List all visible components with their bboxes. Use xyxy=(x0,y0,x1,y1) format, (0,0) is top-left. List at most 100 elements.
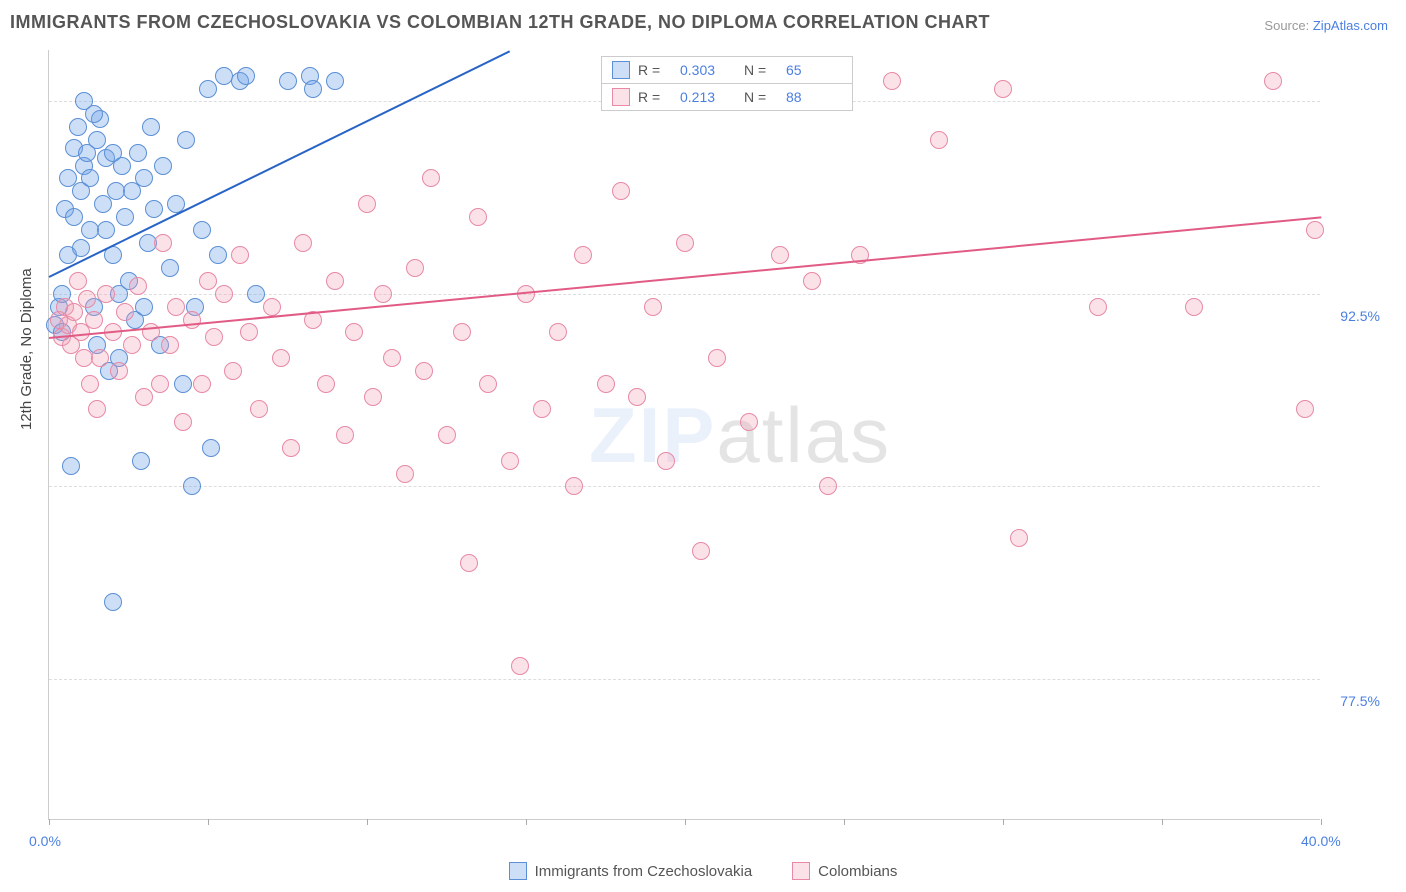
colombian-point xyxy=(85,311,103,329)
colombian-point xyxy=(383,349,401,367)
x-tick xyxy=(208,819,209,825)
colombian-point xyxy=(565,477,583,495)
czech-point xyxy=(132,452,150,470)
chart-title: IMMIGRANTS FROM CZECHOSLOVAKIA VS COLOMB… xyxy=(10,12,990,33)
watermark-atlas: atlas xyxy=(716,391,891,479)
chart-area: ZIPatlas 77.5%92.5%0.0%40.0%R =0.303N =6… xyxy=(48,50,1358,820)
colombian-point xyxy=(479,375,497,393)
y-tick-label: 92.5% xyxy=(1325,308,1380,324)
colombian-point xyxy=(123,336,141,354)
colombian-point xyxy=(215,285,233,303)
czech-point xyxy=(85,105,103,123)
czech-point xyxy=(193,221,211,239)
colombian-point xyxy=(883,72,901,90)
r-value: 0.213 xyxy=(680,89,736,105)
colombian-point xyxy=(358,195,376,213)
colombian-point xyxy=(199,272,217,290)
chart-container: IMMIGRANTS FROM CZECHOSLOVAKIA VS COLOMB… xyxy=(0,0,1406,892)
colombian-point xyxy=(78,290,96,308)
czech-point xyxy=(199,80,217,98)
n-value: 88 xyxy=(786,89,842,105)
colombian-point xyxy=(460,554,478,572)
legend-label: Colombians xyxy=(818,863,897,880)
colombian-point xyxy=(549,323,567,341)
colombian-point xyxy=(81,375,99,393)
colombian-point xyxy=(263,298,281,316)
czech-point xyxy=(145,200,163,218)
czech-point xyxy=(88,131,106,149)
colombian-point xyxy=(167,298,185,316)
czech-point xyxy=(62,457,80,475)
czech-point xyxy=(161,259,179,277)
colombian-point xyxy=(708,349,726,367)
colombian-point xyxy=(692,542,710,560)
colombian-point xyxy=(294,234,312,252)
colombian-point xyxy=(771,246,789,264)
source-link[interactable]: ZipAtlas.com xyxy=(1313,18,1388,33)
r-value: 0.303 xyxy=(680,62,736,78)
gridline xyxy=(49,679,1320,680)
legend-swatch xyxy=(612,61,630,79)
czech-point xyxy=(104,593,122,611)
czech-point xyxy=(65,208,83,226)
colombian-point xyxy=(231,246,249,264)
colombian-point xyxy=(1010,529,1028,547)
x-tick xyxy=(367,819,368,825)
legend-bottom: Immigrants from Czechoslovakia Colombians xyxy=(0,862,1406,880)
colombian-point xyxy=(453,323,471,341)
n-value: 65 xyxy=(786,62,842,78)
stats-legend-row-czech: R = 0.303 N = 65 xyxy=(602,57,852,84)
colombian-point xyxy=(272,349,290,367)
legend-item-colombian: Colombians xyxy=(792,862,897,880)
r-label: R = xyxy=(638,62,672,78)
legend-label: Immigrants from Czechoslovakia xyxy=(535,863,753,880)
colombian-point xyxy=(628,388,646,406)
colombian-point xyxy=(345,323,363,341)
colombian-point xyxy=(930,131,948,149)
colombian-point xyxy=(326,272,344,290)
colombian-point xyxy=(1185,298,1203,316)
colombian-point xyxy=(224,362,242,380)
czech-point xyxy=(174,375,192,393)
colombian-point xyxy=(574,246,592,264)
colombian-point xyxy=(803,272,821,290)
legend-swatch xyxy=(509,862,527,880)
colombian-point xyxy=(469,208,487,226)
colombian-point xyxy=(364,388,382,406)
colombian-point xyxy=(415,362,433,380)
colombian-point xyxy=(88,400,106,418)
czech-point xyxy=(237,67,255,85)
colombian-point xyxy=(374,285,392,303)
colombian-point xyxy=(644,298,662,316)
czech-point xyxy=(247,285,265,303)
n-label: N = xyxy=(744,62,778,78)
plot-box: ZIPatlas 77.5%92.5%0.0%40.0%R =0.303N =6… xyxy=(48,50,1320,820)
x-tick xyxy=(526,819,527,825)
colombian-point xyxy=(282,439,300,457)
n-label: N = xyxy=(744,89,778,105)
czech-point xyxy=(113,157,131,175)
source-attribution: Source: ZipAtlas.com xyxy=(1264,18,1388,33)
colombian-point xyxy=(994,80,1012,98)
colombian-point xyxy=(129,277,147,295)
x-tick xyxy=(685,819,686,825)
x-tick xyxy=(1003,819,1004,825)
gridline xyxy=(49,294,1320,295)
colombian-point xyxy=(1264,72,1282,90)
czech-point xyxy=(97,221,115,239)
czech-point xyxy=(279,72,297,90)
x-tick xyxy=(1321,819,1322,825)
czech-point xyxy=(202,439,220,457)
colombian-point xyxy=(740,413,758,431)
colombian-point xyxy=(501,452,519,470)
x-tick xyxy=(49,819,50,825)
colombian-point xyxy=(193,375,211,393)
stats-legend-row-colombian: R =0.213N =88 xyxy=(602,84,852,110)
czech-point xyxy=(142,118,160,136)
colombian-point xyxy=(533,400,551,418)
colombian-point xyxy=(154,234,172,252)
colombian-point xyxy=(1306,221,1324,239)
colombian-point xyxy=(612,182,630,200)
czech-point xyxy=(304,80,322,98)
czech-point xyxy=(116,208,134,226)
